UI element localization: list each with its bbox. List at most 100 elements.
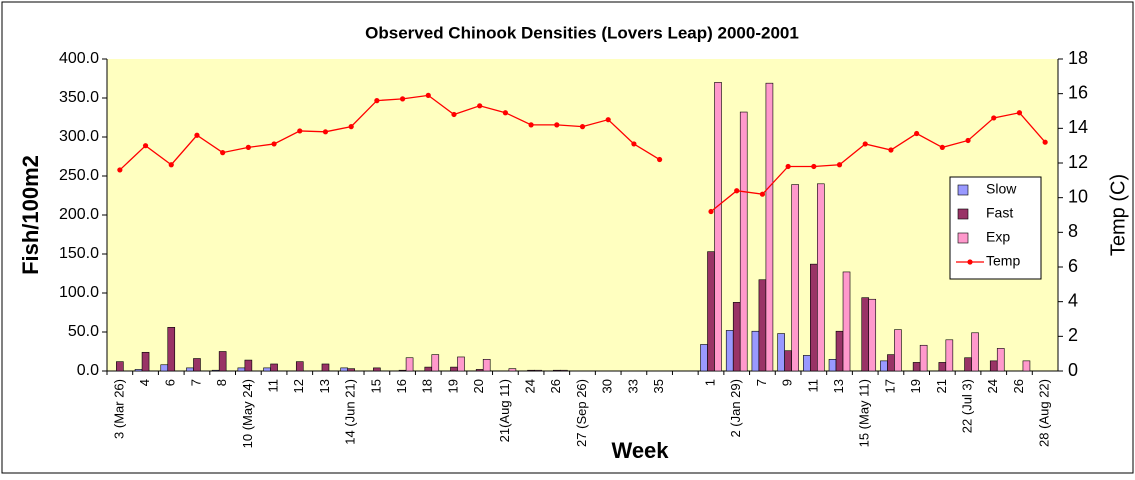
temp-marker — [734, 188, 740, 194]
temp-marker — [965, 137, 971, 144]
temp-marker — [1042, 139, 1048, 145]
x-tick-label: 17 — [882, 379, 897, 393]
bar — [828, 358, 837, 372]
temp-marker — [888, 147, 894, 153]
bar — [784, 350, 792, 372]
x-tick-label: 6 — [163, 379, 178, 386]
bar — [758, 279, 767, 372]
x-tick-label: 3 (Mar 26) — [111, 379, 126, 439]
bar — [861, 297, 870, 372]
legend-swatch — [957, 208, 969, 220]
x-tick-label: 16 — [394, 379, 409, 393]
temp-marker — [528, 122, 534, 128]
x-tick-label: 1 — [702, 379, 717, 386]
bar — [1022, 360, 1031, 372]
x-tick-label: 24 — [523, 379, 538, 393]
y-tick-label: 400.0 — [59, 50, 99, 67]
bar — [810, 263, 818, 372]
bar — [725, 330, 734, 372]
y2-tick-label: 8 — [1068, 221, 1078, 241]
bar — [141, 351, 150, 372]
bar — [894, 329, 902, 372]
bar — [996, 348, 1005, 372]
y-axis-title: Fish/100m2 — [18, 155, 43, 275]
bar — [244, 359, 253, 372]
bar — [450, 366, 458, 372]
bar — [559, 369, 568, 372]
x-tick-label: 26 — [1011, 379, 1026, 393]
bar — [751, 330, 760, 372]
bar — [938, 362, 947, 372]
temp-marker — [117, 167, 123, 173]
y2-tick-label: 10 — [1068, 186, 1088, 206]
bar — [880, 360, 888, 372]
temp-marker — [811, 163, 817, 170]
legend-label: Exp — [986, 229, 1010, 245]
temp-line — [119, 94, 1046, 213]
temp-marker — [914, 130, 920, 137]
bar — [321, 363, 330, 372]
temp-marker — [348, 124, 354, 130]
temp-marker — [1016, 110, 1023, 116]
temp-marker — [862, 141, 868, 147]
bar — [340, 367, 348, 372]
x-tick-label: 28 (Aug 22) — [1037, 379, 1052, 447]
legend-label: Temp — [986, 253, 1020, 269]
y2-tick-label: 2 — [1068, 325, 1078, 345]
bar — [714, 82, 722, 372]
bar — [964, 357, 972, 372]
temp-marker — [477, 103, 483, 109]
temp-marker — [399, 96, 406, 102]
bar — [912, 362, 921, 372]
x-tick-label: 2 (Jan 29) — [728, 379, 743, 438]
temp-marker — [939, 144, 945, 150]
x-tick-label: 9 — [780, 379, 795, 386]
temp-marker — [194, 132, 200, 138]
x-tick-label: 24 — [985, 379, 1000, 393]
temp-marker — [502, 110, 508, 116]
x-tick-label: 26 — [548, 379, 563, 393]
y2-tick-label: 14 — [1068, 117, 1088, 137]
x-tick-label: 33 — [625, 379, 640, 393]
x-tick-label: 21 — [934, 379, 949, 393]
bar — [167, 327, 176, 372]
bar — [842, 271, 851, 372]
temp-marker — [759, 191, 766, 197]
bar — [508, 368, 517, 372]
x-tick-label: 21(Aug 11) — [497, 379, 512, 442]
bar — [765, 82, 774, 372]
bar — [295, 361, 304, 372]
bar — [373, 367, 381, 372]
y2-tick-label: 0 — [1068, 360, 1078, 380]
x-tick-label: 15 (May 11) — [857, 379, 872, 447]
temp-marker — [168, 162, 174, 168]
temp-marker — [785, 163, 791, 170]
temp-marker — [297, 128, 303, 134]
y-tick-label: 200.0 — [59, 206, 99, 223]
y-tick-label: 0.0 — [77, 362, 99, 379]
y-tick-label: 250.0 — [59, 167, 99, 184]
x-tick-label: 7 — [188, 379, 203, 386]
legend-swatch — [957, 184, 969, 196]
x-tick-label: 19 — [908, 379, 923, 393]
temp-marker — [631, 141, 637, 147]
bar — [803, 355, 811, 372]
bar — [270, 363, 278, 372]
temp-marker — [579, 124, 586, 130]
x-tick-label: 8 — [214, 379, 229, 386]
x-tick-label: 35 — [651, 379, 666, 393]
bar — [482, 358, 491, 372]
bar — [835, 330, 844, 372]
x-tick-label: 14 (Jun 21) — [343, 379, 358, 445]
legend-label: Fast — [986, 205, 1013, 221]
y-tick-label: 100.0 — [59, 284, 99, 301]
bar — [989, 360, 998, 372]
temp-marker — [836, 162, 843, 168]
legend-swatch — [957, 232, 969, 244]
bar — [887, 354, 895, 372]
temp-marker — [605, 117, 611, 123]
bar — [116, 361, 124, 372]
bar — [945, 339, 954, 372]
temp-marker — [220, 150, 226, 156]
